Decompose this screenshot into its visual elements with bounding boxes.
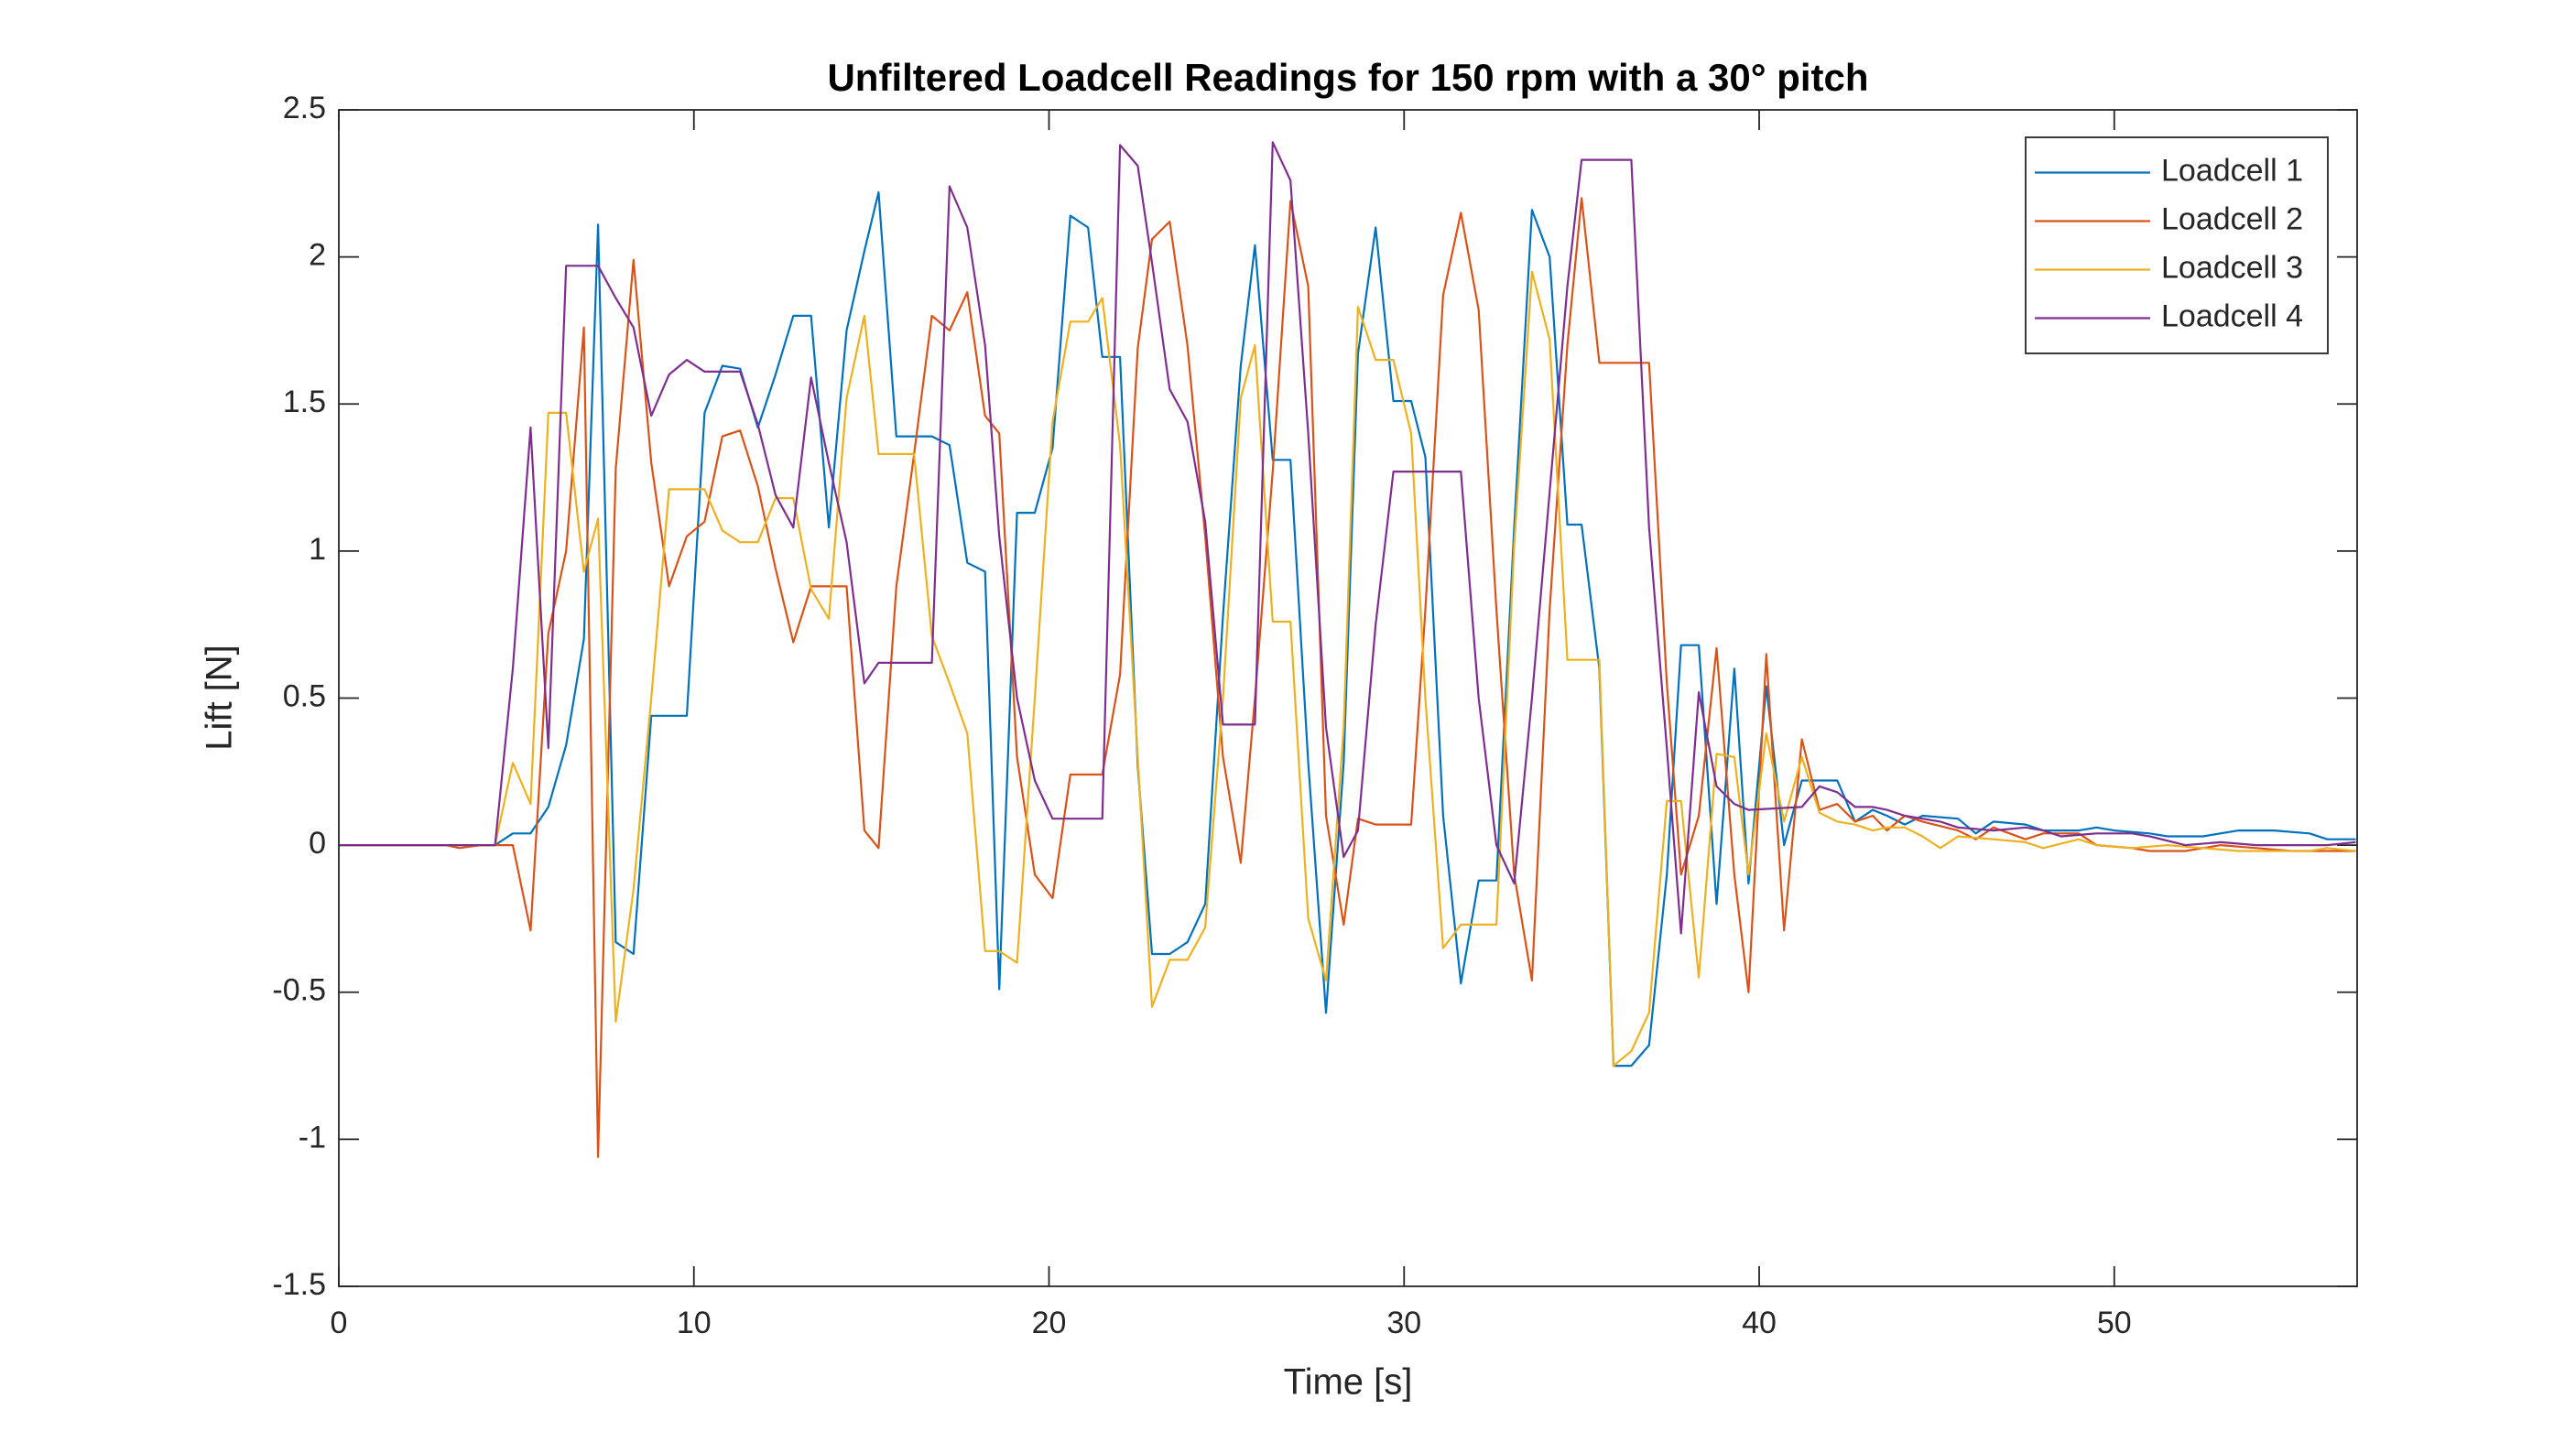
plot-lines [339,141,2356,1158]
y-tick-label: 1 [309,532,326,567]
plot-frame [338,109,2358,1287]
legend-label: Loadcell 1 [2161,153,2303,188]
y-tick-label: -1.5 [272,1267,326,1302]
y-tick-label: -1 [299,1120,326,1155]
x-tick-label: 30 [1386,1306,1421,1340]
y-tick-label: 2.5 [283,91,326,125]
y-tick-label: 1.5 [283,385,326,419]
legend-label: Loadcell 3 [2161,250,2303,285]
x-tick-label: 20 [1032,1306,1067,1340]
x-tick-label: 10 [677,1306,712,1340]
x-tick-label: 40 [1742,1306,1777,1340]
y-tick-label: 0.5 [283,678,326,713]
chart-title: Unfiltered Loadcell Readings for 150 rpm… [827,56,1868,99]
legend-label: Loadcell 4 [2161,298,2303,333]
y-axis-label: Lift [N] [200,645,240,751]
x-tick-label: 50 [2097,1306,2132,1340]
data-line [339,141,2356,935]
y-tick-label: 2 [309,238,326,273]
x-axis-label: Time [s] [1284,1362,1413,1403]
y-tick-label: 0 [309,826,326,861]
y-tick-label: -0.5 [272,973,326,1008]
legend-label: Loadcell 2 [2161,201,2303,236]
x-tick-label: 0 [331,1306,348,1340]
data-line [339,270,2356,1068]
